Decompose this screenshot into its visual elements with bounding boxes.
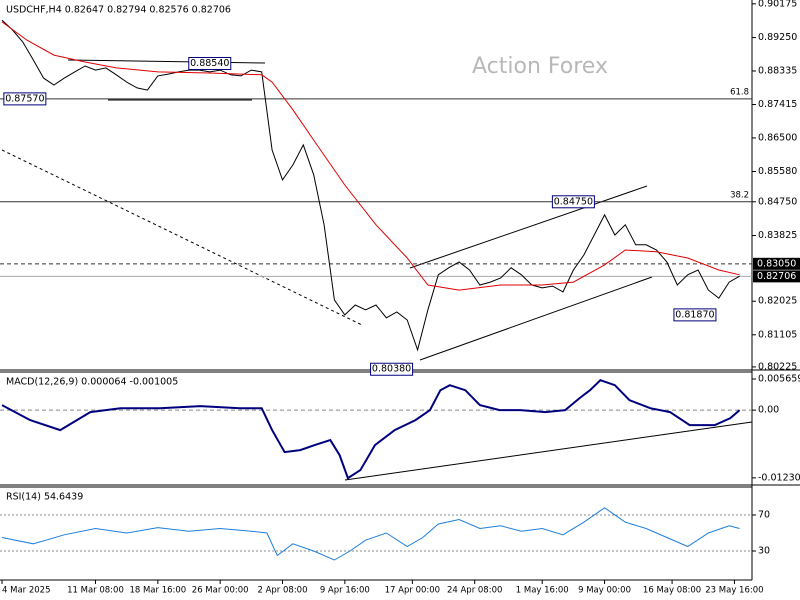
annotation-box — [370, 362, 414, 376]
series-line — [1, 19, 740, 352]
annotation: 0.88540 — [190, 58, 229, 69]
series-line — [1, 507, 740, 561]
y-tick-label: 0.86500 — [758, 132, 797, 143]
y-tick-label: 0.005659 — [758, 373, 800, 384]
x-tick-label: 26 Mar 00:00 — [192, 586, 249, 596]
y-tick-label: 0.82025 — [758, 296, 797, 307]
x-tick-label: 16 May 08:00 — [643, 586, 701, 596]
y-tick-label: 70 — [758, 509, 770, 520]
y-tick-label: 0.87415 — [758, 99, 797, 110]
x-tick-label: 17 Apr 00:00 — [385, 586, 440, 596]
annotation-box — [673, 308, 717, 322]
y-tick-label: -0.012301 — [758, 472, 800, 483]
annotation: 0.84750 — [554, 196, 593, 207]
y-tick-label: 0.83825 — [758, 230, 797, 241]
pane-title: MACD(12,26,9) 0.000064 -0.001005 — [6, 377, 178, 388]
level-label: 38.2 — [730, 190, 749, 200]
x-tick-label: 18 Mar 16:00 — [129, 586, 186, 596]
price-label: 0.83050 — [757, 258, 796, 269]
pane-title: USDCHF,H4 0.82647 0.82794 0.82576 0.8270… — [6, 5, 231, 16]
y-tick-label: 0.81105 — [758, 329, 797, 340]
annotation-box — [3, 92, 47, 106]
level-label: 61.8 — [730, 87, 749, 97]
watermark: Action Forex — [472, 54, 608, 79]
series-line — [1, 379, 741, 480]
x-tick-label: 2 Apr 08:00 — [257, 586, 307, 596]
pane-title: RSI(14) 54.6439 — [6, 492, 83, 503]
price-label-box — [753, 257, 800, 270]
y-tick-label: 0.90175 — [758, 0, 797, 9]
annotation-box — [188, 56, 232, 70]
x-tick-label: 9 May 00:00 — [578, 586, 631, 596]
x-tick-label: 1 May 16:00 — [516, 586, 569, 596]
channel-line — [419, 276, 653, 361]
y-tick-label: 0.80225 — [758, 361, 797, 372]
x-tick-label: 11 Mar 08:00 — [67, 586, 124, 596]
annotation-box — [551, 195, 595, 209]
annotation: 0.81870 — [675, 309, 714, 320]
y-tick-label: 0.85580 — [758, 166, 797, 177]
x-tick-label: 4 Mar 2025 — [2, 586, 50, 596]
price-label: 0.82706 — [757, 271, 796, 282]
trendline — [1, 149, 363, 326]
x-tick-label: 23 May 16:00 — [705, 586, 763, 596]
x-tick-label: 9 Apr 16:00 — [320, 586, 370, 596]
layout — [0, 0, 800, 581]
series-line — [1, 21, 740, 291]
annotation: 0.80380 — [372, 364, 411, 375]
x-tick-label: 24 Apr 08:00 — [447, 586, 502, 596]
range-line — [67, 59, 266, 64]
price-label-box — [753, 270, 800, 283]
macd-trendline — [344, 421, 753, 481]
y-tick-label: 0.00 — [758, 405, 779, 416]
y-tick-label: 0.89250 — [758, 32, 797, 43]
y-tick-label: 0.84750 — [758, 196, 797, 207]
y-tick-label: 30 — [758, 546, 770, 557]
annotation: 0.87570 — [5, 93, 44, 104]
channel-line — [409, 185, 648, 269]
y-tick-label: 0.88335 — [758, 65, 797, 76]
